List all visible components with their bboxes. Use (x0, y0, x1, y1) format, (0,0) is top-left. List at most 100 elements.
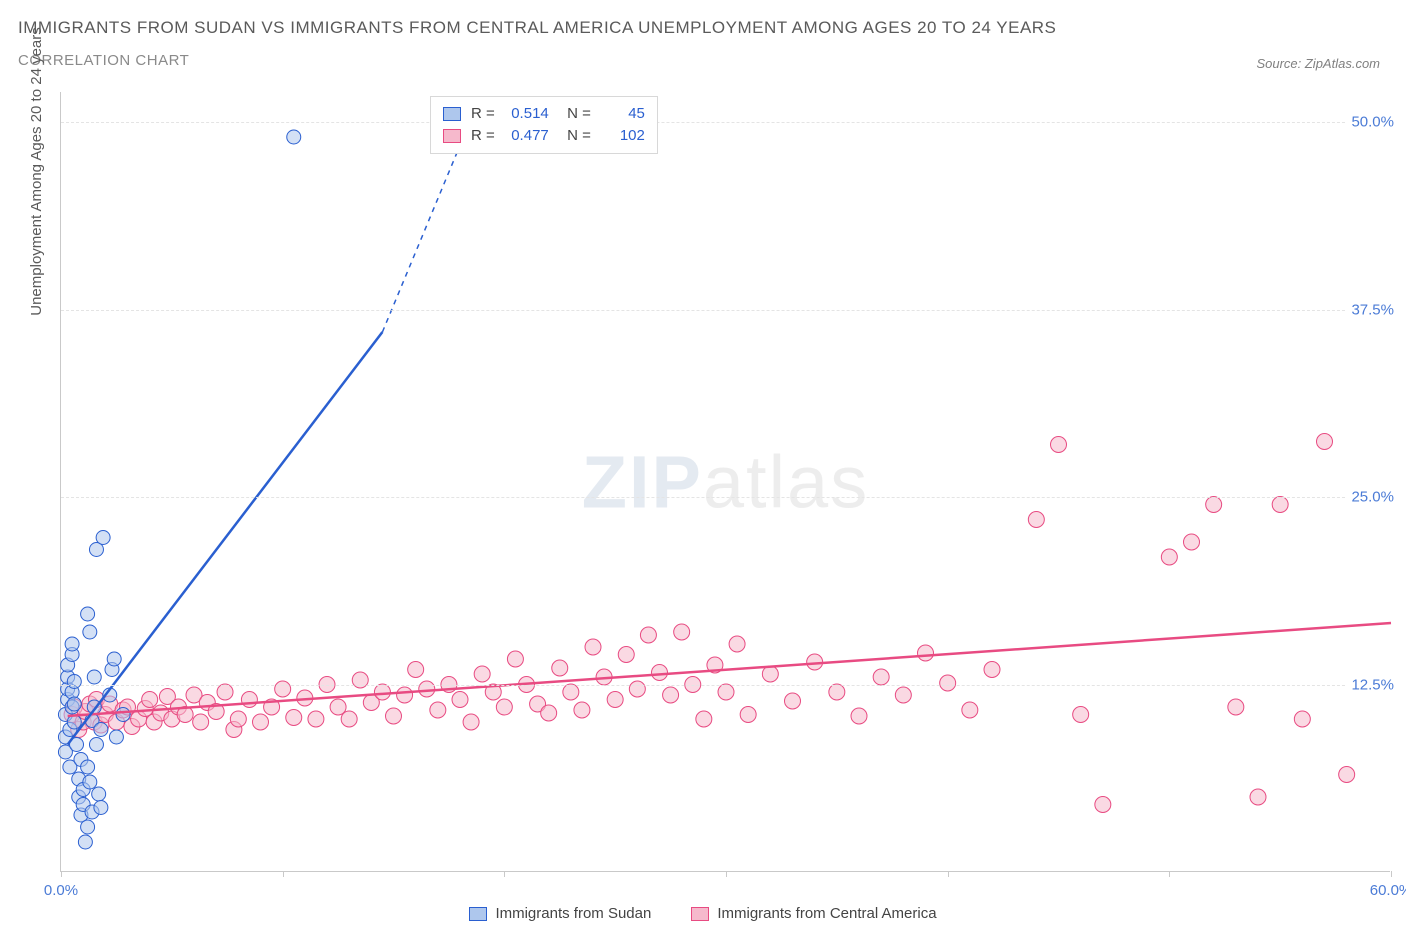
data-point (1228, 699, 1244, 715)
source-attribution: Source: ZipAtlas.com (1256, 56, 1380, 71)
trend-line (68, 623, 1391, 716)
data-point (829, 684, 845, 700)
data-point (563, 684, 579, 700)
data-point (1294, 711, 1310, 727)
data-point (585, 639, 601, 655)
x-tick-label: 60.0% (1370, 882, 1406, 899)
legend-row-sudan: R = 0.514 N = 45 (443, 103, 645, 125)
r-value-sudan: 0.514 (505, 103, 549, 125)
data-point (1339, 767, 1355, 783)
data-point (308, 711, 324, 727)
data-point (640, 627, 656, 643)
data-point (116, 708, 130, 722)
x-tick (61, 871, 62, 877)
gridline (61, 497, 1390, 498)
n-value-sudan: 45 (601, 103, 645, 125)
data-point (67, 697, 81, 711)
data-point (1095, 797, 1111, 813)
legend-bottom: Immigrants from Sudan Immigrants from Ce… (0, 905, 1406, 922)
data-point (397, 687, 413, 703)
r-value-ca: 0.477 (505, 125, 549, 147)
swatch-ca-b (691, 907, 709, 921)
data-point (851, 708, 867, 724)
x-tick (948, 871, 949, 877)
data-point (918, 645, 934, 661)
data-point (275, 681, 291, 697)
data-point (1317, 434, 1333, 450)
data-point (696, 711, 712, 727)
data-point (94, 801, 108, 815)
data-point (83, 625, 97, 639)
data-point (419, 681, 435, 697)
y-tick-label: 25.0% (1345, 489, 1394, 506)
data-point (217, 684, 233, 700)
data-point (607, 692, 623, 708)
y-tick-label: 50.0% (1345, 114, 1394, 131)
data-point (107, 652, 121, 666)
swatch-sudan (443, 107, 461, 121)
data-point (541, 705, 557, 721)
scatter-plot-svg (61, 92, 1390, 871)
data-point (89, 738, 103, 752)
legend-stats-box: R = 0.514 N = 45 R = 0.477 N = 102 (430, 96, 658, 154)
x-tick (1391, 871, 1392, 877)
data-point (552, 660, 568, 676)
data-point (142, 692, 158, 708)
data-point (873, 669, 889, 685)
data-point (352, 672, 368, 688)
data-point (718, 684, 734, 700)
data-point (193, 714, 209, 730)
data-point (663, 687, 679, 703)
data-point (740, 707, 756, 723)
data-point (341, 711, 357, 727)
data-point (1206, 497, 1222, 513)
data-point (92, 787, 106, 801)
data-point (962, 702, 978, 718)
data-point (940, 675, 956, 691)
gridline (61, 685, 1390, 686)
legend-item-sudan: Immigrants from Sudan (469, 905, 651, 922)
chart-title: IMMIGRANTS FROM SUDAN VS IMMIGRANTS FROM… (18, 18, 1056, 38)
swatch-sudan-b (469, 907, 487, 921)
data-point (81, 607, 95, 621)
y-tick-label: 37.5% (1345, 301, 1394, 318)
x-tick (726, 871, 727, 877)
data-point (895, 687, 911, 703)
data-point (785, 693, 801, 709)
data-point (109, 730, 123, 744)
data-point (253, 714, 269, 730)
data-point (474, 666, 490, 682)
data-point (430, 702, 446, 718)
data-point (374, 684, 390, 700)
legend-item-ca: Immigrants from Central America (691, 905, 936, 922)
x-tick-label: 0.0% (44, 882, 78, 899)
data-point (463, 714, 479, 730)
data-point (729, 636, 745, 652)
data-point (1272, 497, 1288, 513)
data-point (629, 681, 645, 697)
data-point (286, 710, 302, 726)
chart-plot-area: ZIPatlas 12.5%25.0%37.5%50.0%0.0%60.0% (60, 92, 1390, 872)
data-point (674, 624, 690, 640)
swatch-ca (443, 129, 461, 143)
data-point (386, 708, 402, 724)
data-point (81, 820, 95, 834)
data-point (984, 662, 1000, 678)
y-axis-label: Unemployment Among Ages 20 to 24 years (28, 27, 45, 316)
data-point (1028, 512, 1044, 528)
data-point (762, 666, 778, 682)
gridline (61, 310, 1390, 311)
data-point (83, 775, 97, 789)
y-tick-label: 12.5% (1345, 676, 1394, 693)
data-point (1051, 437, 1067, 453)
n-value-ca: 102 (601, 125, 645, 147)
data-point (618, 647, 634, 663)
data-point (1161, 549, 1177, 565)
data-point (1073, 707, 1089, 723)
x-tick (504, 871, 505, 877)
data-point (87, 670, 101, 684)
data-point (78, 835, 92, 849)
legend-row-ca: R = 0.477 N = 102 (443, 125, 645, 147)
data-point (67, 675, 81, 689)
x-tick (1169, 871, 1170, 877)
